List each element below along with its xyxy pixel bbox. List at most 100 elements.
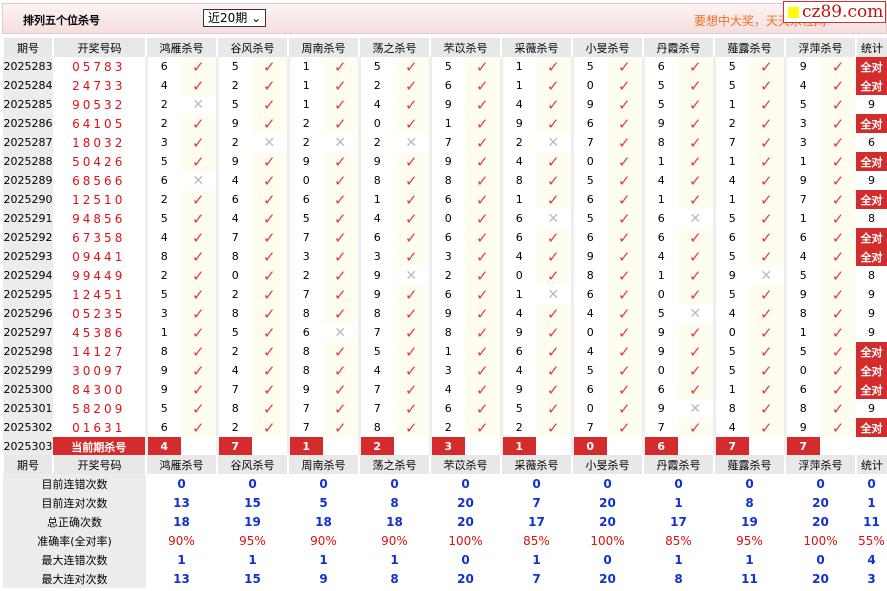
check-icon: ✓ (749, 285, 785, 304)
check-icon: ✓ (749, 304, 785, 323)
logo-text: cz89.com (802, 2, 884, 22)
kill-number: 8 (357, 304, 394, 323)
cross-icon: ✕ (394, 266, 430, 285)
empty-cell (607, 437, 643, 456)
kill-number: 1 (499, 285, 536, 304)
kill-number: 7 (286, 228, 323, 247)
kill-number: 1 (499, 190, 536, 209)
kill-number: 8 (144, 247, 181, 266)
kill-number: 6 (783, 380, 820, 399)
kill-number: 6 (144, 57, 181, 76)
stats-value: 0 (816, 552, 825, 567)
table-row: 2025301 58209 5 ✓ 8 ✓ 7 ✓ 7 ✓ 6 ✓ 5 ✓ 0 ✓ 9 ✕ 8 ✓ 8 ✓ 9 (3, 399, 887, 418)
empty-cell (181, 437, 217, 456)
cross-icon: ✕ (323, 133, 359, 152)
kill-number: 9 (286, 380, 323, 399)
check-icon: ✓ (678, 133, 714, 152)
kill-number: 5 (570, 209, 607, 228)
draw-number: 50426 (72, 154, 126, 169)
site-logo[interactable]: cz89.com (783, 1, 886, 23)
kill-number: 1 (499, 57, 536, 76)
check-icon: ✓ (749, 95, 785, 114)
kill-number: 5 (712, 57, 749, 76)
check-icon: ✓ (678, 247, 714, 266)
check-icon: ✓ (749, 152, 785, 171)
table-row: 2025284 24733 4 ✓ 2 ✓ 1 ✓ 2 ✓ 6 ✓ 1 ✓ 0 ✓ 5 ✓ 5 ✓ 4 ✓ 全对 (3, 76, 887, 95)
check-icon: ✓ (749, 76, 785, 95)
stats-value: 0 (816, 476, 825, 491)
check-icon: ✓ (252, 304, 288, 323)
check-icon: ✓ (252, 114, 288, 133)
kill-number: 0 (783, 361, 820, 380)
period-range-value: 近20期 (208, 11, 248, 25)
draw-number: 09441 (72, 249, 126, 264)
check-icon: ✓ (536, 266, 572, 285)
check-icon: ✓ (323, 266, 359, 285)
stat-cell: 9 (868, 288, 875, 301)
stats-value: 1 (248, 552, 257, 567)
draw-number: 64105 (72, 116, 126, 131)
kill-number: 7 (357, 399, 394, 418)
cross-icon: ✕ (252, 133, 288, 152)
kill-number: 5 (712, 361, 749, 380)
check-icon: ✓ (749, 190, 785, 209)
cross-icon: ✕ (536, 133, 572, 152)
stats-value: 20 (599, 495, 616, 510)
check-icon: ✓ (252, 95, 288, 114)
kill-number: 8 (783, 399, 820, 418)
kill-number: 4 (215, 361, 252, 380)
check-icon: ✓ (465, 76, 501, 95)
kill-number: 5 (570, 57, 607, 76)
check-icon: ✓ (181, 190, 217, 209)
check-icon: ✓ (536, 76, 572, 95)
header-expert: 谷风杀号 (216, 455, 288, 474)
check-icon: ✓ (323, 114, 359, 133)
check-icon: ✓ (394, 285, 430, 304)
stats-value: 20 (812, 495, 829, 510)
kill-number: 4 (499, 95, 536, 114)
kill-number: 9 (783, 285, 820, 304)
header-expert: 芣苡杀号 (429, 455, 501, 474)
kill-number: 9 (641, 114, 678, 133)
kill-number: 0 (641, 361, 678, 380)
check-icon: ✓ (820, 57, 856, 76)
period-cell: 2025291 (3, 209, 53, 228)
check-icon: ✓ (323, 342, 359, 361)
check-icon: ✓ (323, 57, 359, 76)
check-icon: ✓ (607, 323, 643, 342)
check-icon: ✓ (323, 247, 359, 266)
kill-number: 9 (783, 171, 820, 190)
kill-number: 6 (499, 209, 536, 228)
current-kill-label: 当前期杀号 (53, 437, 146, 456)
period-range-select[interactable]: 近20期 ⌄ (203, 9, 267, 27)
kill-number: 7 (428, 133, 465, 152)
kill-number: 5 (641, 95, 678, 114)
kill-number: 8 (783, 304, 820, 323)
stats-value: 0 (390, 476, 399, 491)
stats-value: 0 (674, 476, 683, 491)
stats-value: 5 (319, 495, 328, 510)
kill-number: 5 (215, 57, 252, 76)
kill-number: 8 (499, 171, 536, 190)
kill-number-table: 期号 开奖号码 鸿雁杀号 谷风杀号 周南杀号 荡之杀号 芣苡杀号 采薇杀号 小旻杀号 丹霞杀号 薤露… (2, 38, 887, 456)
check-icon: ✓ (394, 380, 430, 399)
stat-cell-full-badge: 全对 (856, 361, 887, 380)
kill-number: 7 (357, 323, 394, 342)
check-icon: ✓ (252, 190, 288, 209)
kill-number: 8 (215, 247, 252, 266)
table-row: 2025294 99449 2 ✓ 0 ✓ 2 ✓ 9 ✕ 2 ✓ 0 ✓ 8 ✓ 1 ✓ 9 ✕ 5 ✓ 8 (3, 266, 887, 285)
check-icon: ✓ (394, 57, 430, 76)
table-row: 2025295 12451 5 ✓ 2 ✓ 7 ✓ 9 ✓ 6 ✓ 1 ✕ 6 ✓ 0 ✓ 5 ✓ 9 ✓ 9 (3, 285, 887, 304)
check-icon: ✓ (820, 171, 856, 190)
kill-number: 9 (712, 266, 749, 285)
kill-number: 2 (286, 133, 323, 152)
check-icon: ✓ (181, 76, 217, 95)
check-icon: ✓ (678, 228, 714, 247)
kill-number: 7 (286, 399, 323, 418)
stats-value: 1 (674, 552, 683, 567)
kill-number: 9 (428, 95, 465, 114)
header-expert: 小旻杀号 (571, 455, 643, 474)
kill-number: 5 (144, 399, 181, 418)
kill-number: 5 (712, 209, 749, 228)
kill-number: 9 (783, 57, 820, 76)
